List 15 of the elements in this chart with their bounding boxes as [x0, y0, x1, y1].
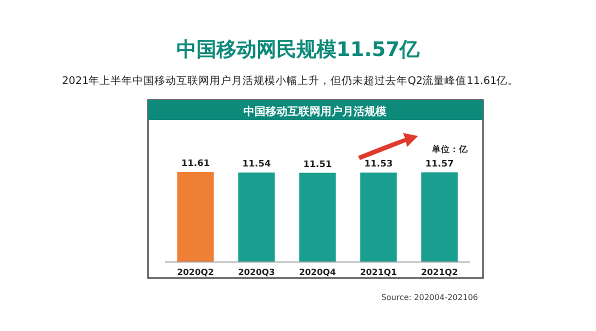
chart-subtitle: 2021年上半年中国移动互联网用户月活规模小幅上升，但仍未超过去年Q2流量峰值11.61亿。: [62, 74, 519, 87]
data-label: 11.57: [425, 159, 454, 170]
x-tick-label: 2021Q2: [421, 268, 458, 278]
data-label: 11.51: [303, 160, 332, 170]
x-tick-label: 2020Q4: [299, 268, 336, 278]
x-tick-label: 2021Q1: [360, 268, 397, 278]
data-label: 11.54: [242, 160, 271, 170]
x-tick-label: 2020Q2: [177, 268, 214, 278]
text: 单位：亿: [431, 144, 469, 155]
source-note: Source: 202004-202106: [381, 293, 478, 302]
data-label: 11.61: [181, 159, 210, 169]
x-tick-label: 2020Q3: [238, 268, 275, 278]
chart-title: 中国移动网民规模11.57亿: [176, 37, 421, 61]
text: 中国移动互联网用户月活规模: [244, 105, 388, 118]
data-label: 11.53: [364, 160, 393, 170]
